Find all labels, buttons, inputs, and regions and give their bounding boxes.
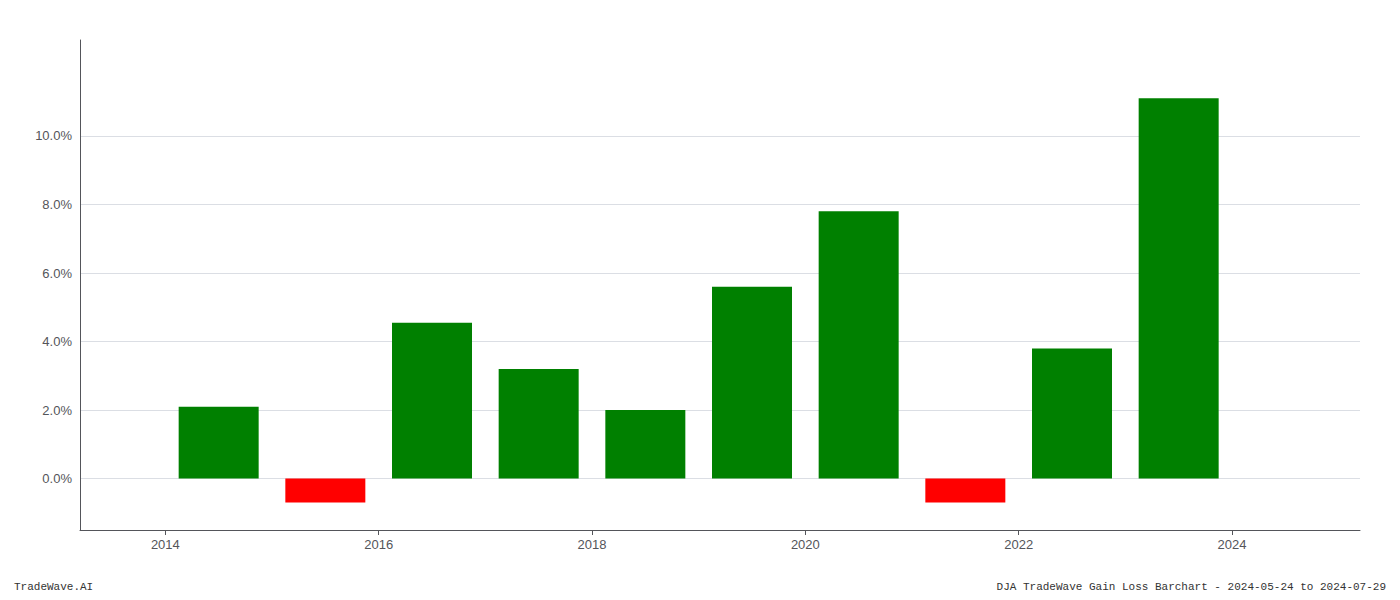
svg-text:2022: 2022 bbox=[1004, 537, 1033, 552]
svg-text:4.0%: 4.0% bbox=[42, 334, 72, 349]
svg-text:2.0%: 2.0% bbox=[42, 403, 72, 418]
svg-text:2014: 2014 bbox=[151, 537, 180, 552]
svg-text:TradeWave.AI: TradeWave.AI bbox=[14, 581, 93, 593]
svg-text:2018: 2018 bbox=[578, 537, 607, 552]
svg-text:2024: 2024 bbox=[1218, 537, 1247, 552]
svg-text:10.0%: 10.0% bbox=[35, 128, 72, 143]
svg-text:6.0%: 6.0% bbox=[42, 266, 72, 281]
svg-text:8.0%: 8.0% bbox=[42, 197, 72, 212]
svg-text:2020: 2020 bbox=[791, 537, 820, 552]
svg-text:DJA TradeWave Gain Loss Barcha: DJA TradeWave Gain Loss Barchart - 2024-… bbox=[997, 581, 1386, 593]
svg-text:0.0%: 0.0% bbox=[42, 471, 72, 486]
svg-text:2016: 2016 bbox=[364, 537, 393, 552]
